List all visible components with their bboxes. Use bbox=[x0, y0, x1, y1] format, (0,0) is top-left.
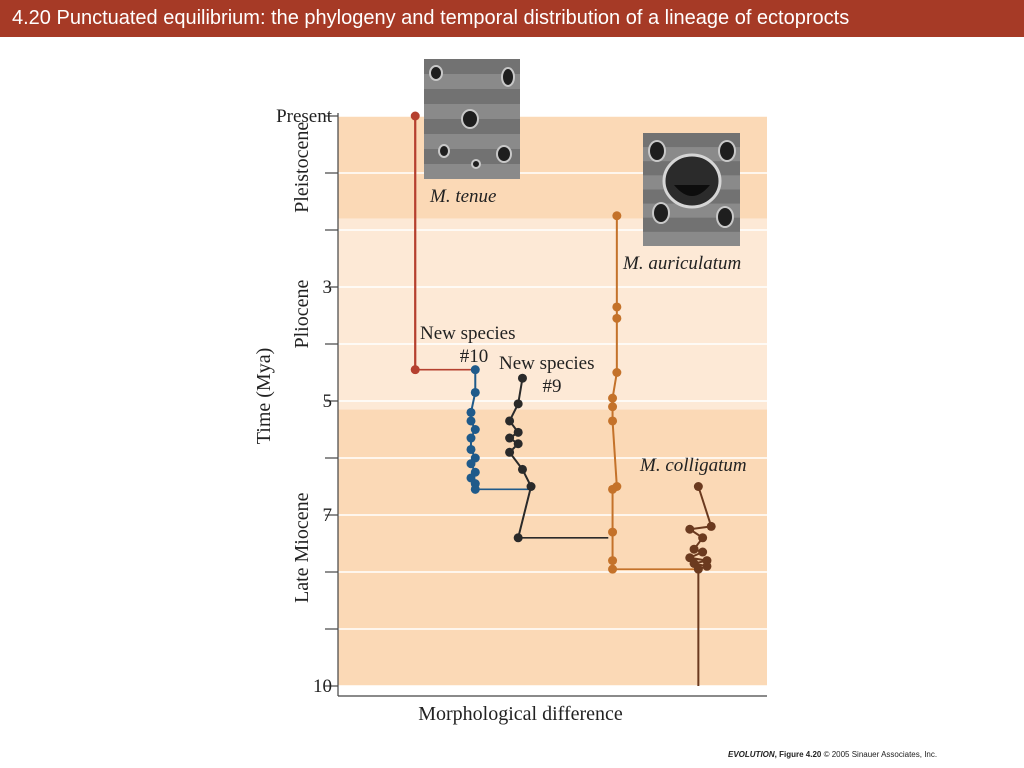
series-new10-point bbox=[470, 484, 480, 494]
specimen-photo-auriculatum-pore bbox=[716, 206, 734, 228]
series-colligatum-point bbox=[693, 564, 703, 574]
series-new10-point bbox=[466, 459, 476, 469]
series-new10-point bbox=[466, 416, 476, 426]
series-colligatum-point bbox=[698, 547, 708, 557]
epoch-label-pliocene: Pliocene bbox=[291, 280, 313, 349]
series-new9-point bbox=[505, 416, 515, 426]
series-new10-point bbox=[470, 387, 480, 397]
series-new9-point bbox=[517, 373, 527, 383]
series-new9-point bbox=[513, 427, 523, 437]
epoch-band-pliocene bbox=[338, 218, 767, 410]
series-label-new10: New species bbox=[420, 323, 516, 344]
series-label-colligatum: M. colligatum bbox=[639, 455, 747, 476]
specimen-photo-tenue-texture bbox=[424, 74, 520, 89]
specimen-photo-tenue-pore bbox=[501, 67, 515, 87]
series-new9-line bbox=[507, 378, 533, 539]
series-new9-point bbox=[505, 447, 515, 457]
series-tenue-point bbox=[410, 111, 420, 121]
x-axis-label: Morphological difference bbox=[418, 703, 623, 725]
series-auriculatum-point bbox=[608, 564, 618, 574]
y-tick-label-7: 7 bbox=[323, 505, 333, 526]
series-new9-point bbox=[513, 439, 523, 449]
series-new10 bbox=[466, 365, 532, 494]
specimen-photo-tenue-texture bbox=[424, 134, 520, 149]
figure-credit: EVOLUTION, Figure 4.20 © 2005 Sinauer As… bbox=[728, 750, 937, 759]
specimen-photo-auriculatum-pore bbox=[648, 140, 666, 162]
series-label-new9: #9 bbox=[543, 376, 562, 397]
credit-copyright: © 2005 Sinauer Associates, Inc. bbox=[821, 750, 938, 759]
series-auriculatum-point bbox=[612, 302, 622, 312]
y-tick-label-3: 3 bbox=[323, 277, 333, 298]
series-auriculatum-point bbox=[612, 211, 622, 221]
slide-title: 4.20 Punctuated equilibrium: the phyloge… bbox=[12, 7, 850, 29]
y-tick-label-10: 10 bbox=[313, 676, 332, 697]
series-new9-point bbox=[526, 482, 536, 491]
series-auriculatum-point bbox=[608, 402, 618, 412]
series-new9-point bbox=[505, 433, 515, 443]
y-tick-label-5: 5 bbox=[323, 391, 333, 412]
specimen-photo-auriculatum-pore bbox=[718, 140, 736, 162]
specimen-photo-tenue-texture bbox=[424, 59, 520, 74]
series-new10-point bbox=[470, 425, 480, 434]
series-new9-point bbox=[513, 399, 523, 409]
series-tenue bbox=[410, 111, 476, 375]
series-colligatum-point bbox=[698, 533, 708, 543]
series-new9-point bbox=[513, 533, 523, 543]
series-auriculatum-point bbox=[612, 368, 622, 377]
specimen-photo-auriculatum-pore bbox=[652, 202, 670, 224]
epoch-label-pleistocene: Pleistocene bbox=[291, 122, 313, 213]
specimen-photo-tenue-pore bbox=[461, 109, 479, 129]
series-colligatum-point bbox=[689, 544, 699, 554]
specimen-photo-auriculatum-texture bbox=[643, 133, 740, 148]
series-new10-point bbox=[466, 407, 476, 417]
specimen-photo-auriculatum-operculum bbox=[674, 185, 710, 196]
series-new9 bbox=[505, 373, 609, 543]
series-new10-point bbox=[466, 433, 476, 443]
series-label-new10: #10 bbox=[460, 346, 489, 367]
series-auriculatum-point bbox=[608, 484, 618, 494]
series-colligatum bbox=[685, 482, 716, 686]
series-auriculatum-point bbox=[608, 416, 618, 426]
series-auriculatum-point bbox=[608, 527, 618, 537]
series-auriculatum-point bbox=[608, 393, 618, 403]
credit-figure: , Figure 4.20 bbox=[774, 750, 822, 759]
series-colligatum-point bbox=[693, 482, 703, 491]
series-label-auriculatum: M. auriculatum bbox=[622, 253, 741, 274]
specimen-photo-auriculatum-texture bbox=[643, 217, 740, 232]
epoch-label-late-miocene: Late Miocene bbox=[291, 492, 313, 603]
series-tenue-point bbox=[410, 365, 420, 375]
series-new10-point bbox=[470, 365, 480, 375]
series-new10-point bbox=[466, 444, 476, 454]
series-label-new9: New species bbox=[499, 353, 595, 374]
specimen-photo-auriculatum-orifice bbox=[662, 153, 722, 209]
series-colligatum-point bbox=[706, 521, 716, 531]
series-new9-point bbox=[517, 464, 527, 474]
specimen-photo-auriculatum bbox=[643, 133, 740, 246]
y-axis-label: Time (Mya) bbox=[253, 348, 275, 444]
credit-book: EVOLUTION bbox=[728, 750, 775, 759]
specimen-photo-tenue-pore bbox=[429, 65, 443, 81]
series-label-tenue: M. tenue bbox=[429, 186, 496, 207]
specimen-photo-tenue-texture bbox=[424, 164, 520, 179]
slide-title-bar: 4.20 Punctuated equilibrium: the phyloge… bbox=[0, 0, 1024, 37]
series-auriculatum-point bbox=[612, 313, 622, 323]
series-auriculatum-point bbox=[608, 556, 618, 566]
specimen-photo-tenue-pore bbox=[496, 145, 512, 163]
series-auriculatum bbox=[608, 211, 699, 574]
series-colligatum-point bbox=[702, 561, 712, 571]
specimen-photo-tenue bbox=[424, 59, 520, 179]
specimen-photo-auriculatum-texture bbox=[643, 231, 740, 246]
specimen-photo-tenue-texture bbox=[424, 89, 520, 104]
specimen-photo-tenue-pore bbox=[438, 144, 450, 158]
series-colligatum-point bbox=[685, 524, 695, 534]
specimen-photo-tenue-pore bbox=[471, 159, 481, 169]
y-tick-label-0: Present bbox=[276, 106, 333, 127]
